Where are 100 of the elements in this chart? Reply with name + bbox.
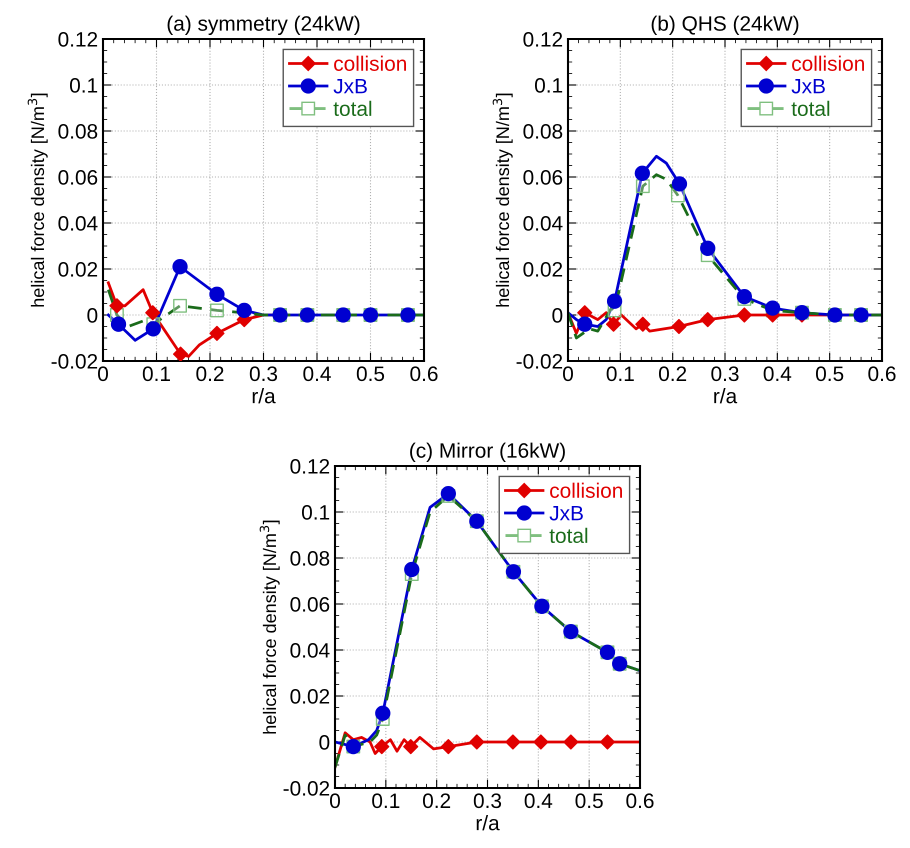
y-tick-label: -0.02 — [52, 354, 98, 369]
point — [209, 326, 225, 341]
y-tick-label: 0.08 — [523, 124, 562, 139]
y-axis-title: helical force density [N/m$^{3}$] — [260, 520, 280, 734]
x-tick-label: 0.2 — [659, 366, 686, 382]
point — [146, 321, 161, 336]
chart-title: (a) symmetry (24kW) — [168, 16, 360, 35]
chart-title: (c) Mirror (16kW) — [410, 442, 565, 462]
x-tick-label: 0.3 — [711, 366, 739, 382]
y-tick-label: -0.02 — [284, 781, 330, 796]
point — [577, 316, 592, 332]
y-tick-label: 0 — [552, 308, 562, 323]
y-axis-title: helical force density [N/m$^{3}$] — [492, 94, 513, 307]
point — [700, 240, 716, 256]
legend-label: total — [334, 100, 372, 116]
point — [736, 288, 752, 304]
x-tick-label: 0 — [563, 366, 573, 382]
y-tick-label: 0.12 — [290, 459, 330, 474]
point — [606, 316, 622, 332]
point — [173, 298, 187, 313]
y-tick-label: 0.02 — [523, 262, 562, 277]
x-tick-label: 0.5 — [356, 366, 384, 382]
y-tick-label: 0 — [87, 308, 98, 323]
point — [736, 307, 752, 323]
x-axis-title: r/a — [714, 388, 738, 404]
y-tick-label: 0.02 — [58, 262, 98, 277]
x-tick-label: 0 — [98, 366, 108, 382]
point — [764, 300, 780, 316]
point — [563, 734, 578, 750]
point — [210, 303, 224, 318]
y-tick-label: 0.02 — [290, 689, 330, 704]
point — [469, 734, 484, 750]
y-tick-label: 0.1 — [534, 78, 562, 93]
y-tick-label: 0.1 — [302, 505, 330, 520]
y-tick-label: 0.08 — [58, 124, 98, 139]
x-tick-label: 0.4 — [764, 366, 792, 382]
point — [635, 316, 650, 332]
point — [374, 739, 390, 754]
x-axis-title: r/a — [252, 388, 276, 404]
x-tick-label: 0.1 — [606, 366, 634, 382]
y-tick-label: 0.12 — [523, 32, 562, 47]
point — [172, 259, 188, 274]
legend-label: JxB — [792, 78, 825, 94]
x-tick-label: 0.1 — [372, 793, 400, 808]
legend-label: collision — [550, 482, 622, 498]
legend-label: JxB — [334, 78, 367, 94]
x-tick-label: 0.2 — [423, 793, 450, 808]
point — [600, 734, 616, 750]
y-tick-label: 0.1 — [70, 78, 98, 93]
y-tick-label: 0.12 — [58, 32, 98, 47]
x-tick-label: 0 — [330, 793, 340, 808]
point — [404, 562, 420, 578]
chart-title: (b) QHS (24kW) — [652, 16, 798, 35]
y-axis-title: helical force density [N/m$^{3}$] — [28, 94, 48, 307]
point — [236, 302, 252, 318]
legend-label: total — [550, 528, 588, 544]
x-tick-label: 0.5 — [576, 793, 603, 808]
line-series — [568, 173, 882, 340]
point — [375, 706, 390, 721]
x-tick-label: 0.6 — [626, 793, 654, 808]
x-tick-label: 0.3 — [250, 366, 278, 382]
point — [209, 286, 225, 302]
y-tick-label: 0.04 — [523, 216, 563, 231]
point — [634, 166, 650, 181]
x-tick-label: 0.6 — [868, 366, 896, 382]
point — [440, 486, 456, 502]
x-tick-label: 0.3 — [474, 793, 502, 808]
point — [109, 298, 124, 314]
point — [145, 305, 160, 320]
x-tick-label: 0.1 — [142, 366, 170, 382]
x-axis-title: r/a — [476, 815, 500, 830]
x-tick-label: 0.6 — [410, 366, 438, 382]
x-tick-label: 0.4 — [524, 793, 552, 808]
point — [700, 312, 716, 328]
y-tick-label: 0.06 — [523, 170, 562, 185]
x-tick-label: 0.5 — [816, 366, 844, 382]
y-tick-label: 0 — [319, 735, 330, 750]
point — [403, 739, 418, 754]
point — [110, 316, 126, 332]
y-tick-label: 0.04 — [58, 216, 98, 231]
y-tick-label: -0.02 — [516, 354, 562, 369]
x-tick-label: 0.2 — [196, 366, 224, 382]
point — [671, 318, 687, 334]
legend-label: JxB — [550, 506, 583, 521]
y-tick-label: 0.08 — [290, 551, 330, 566]
point — [636, 179, 650, 194]
legend-label: collision — [334, 56, 406, 71]
point — [505, 734, 520, 750]
point — [672, 176, 688, 192]
point — [440, 739, 456, 754]
point — [606, 294, 622, 309]
y-tick-label: 0.06 — [58, 170, 98, 185]
line-series — [335, 731, 640, 769]
point — [173, 346, 188, 361]
y-tick-label: 0.04 — [290, 643, 330, 658]
y-tick-label: 0.06 — [290, 597, 330, 612]
point — [533, 734, 548, 750]
legend-label: collision — [792, 56, 864, 71]
x-tick-label: 0.4 — [303, 366, 331, 382]
legend-label: total — [792, 100, 830, 116]
